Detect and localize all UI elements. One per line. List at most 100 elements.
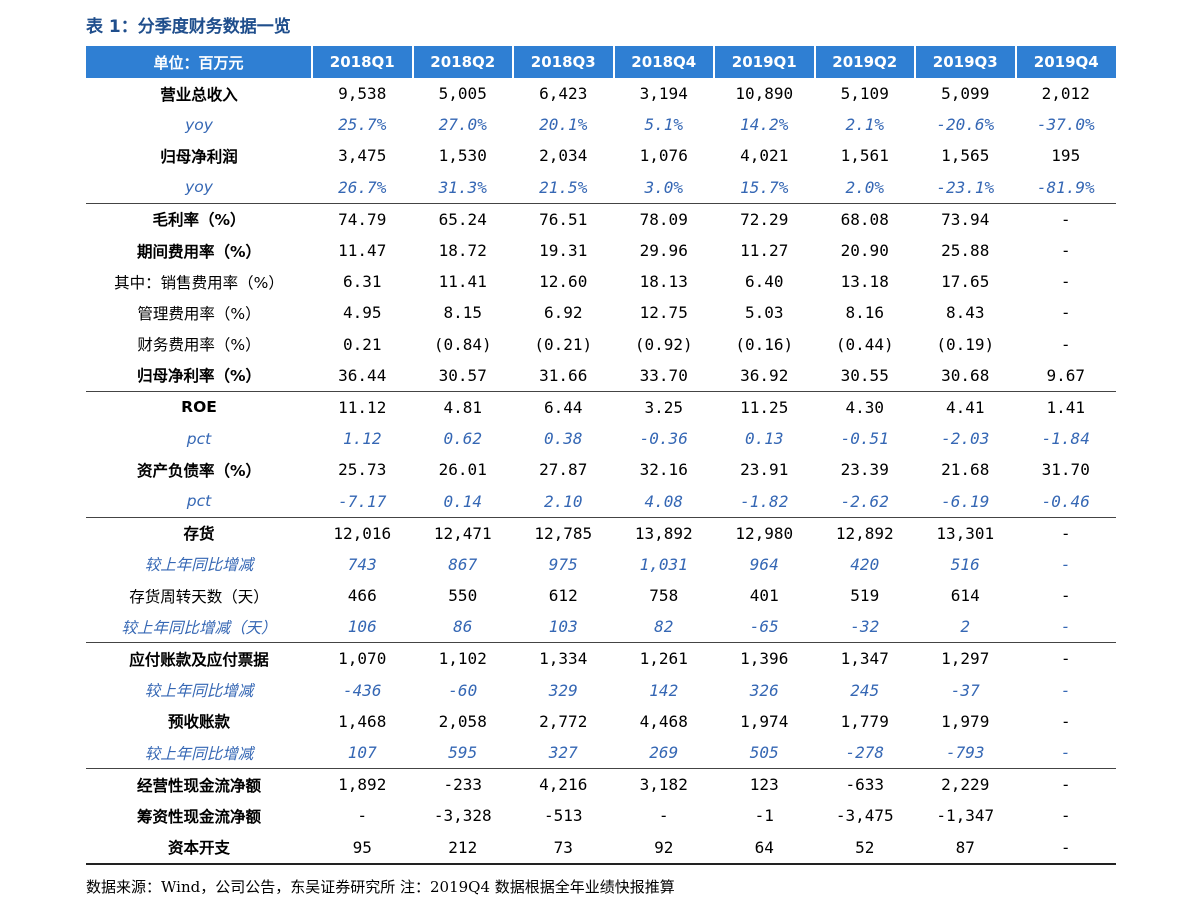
table-cell: 18.72 <box>438 241 487 261</box>
table-cell: 0.62 <box>443 429 483 449</box>
table-cell: - <box>357 806 368 826</box>
table-cell: -436 <box>342 680 382 700</box>
table-row: pct -7.17 0.14 2.10 4.08 -1.82 -2.62 -6.19 -0.46 <box>86 485 1116 517</box>
table-cell: 1,530 <box>438 146 487 166</box>
table-cell: (0.84) <box>433 334 492 354</box>
table-cell: -37.0% <box>1036 115 1095 135</box>
table-cell: 11.47 <box>338 241 387 261</box>
table-cell: 95 <box>312 831 413 865</box>
table-cell: 1,779 <box>840 711 889 731</box>
row-label: 资本开支 <box>86 831 312 865</box>
table-cell: -1.84 <box>1041 429 1090 449</box>
header-unit: 单位：百万元 <box>86 46 313 78</box>
table-cell: (0.19) <box>936 334 995 354</box>
table-cell: -1.82 <box>740 491 789 511</box>
financial-table-container: 单位：百万元 2018Q1 2018Q2 2018Q3 2018Q4 2019Q… <box>86 46 1116 865</box>
table-cell: 420 <box>850 554 880 574</box>
table-cell: 78.09 <box>613 202 714 235</box>
table-cell: 0.38 <box>543 429 583 449</box>
table-cell: -6.19 <box>941 491 990 511</box>
table-cell: 20.1% <box>539 115 588 135</box>
table-cell: 76.51 <box>513 202 614 235</box>
table-cell: 27.0% <box>438 115 487 135</box>
table-cell: 92 <box>613 831 714 865</box>
table-cell: 5,109 <box>840 84 889 104</box>
table-cell: 87 <box>915 831 1016 865</box>
table-row: ROE 11.12 4.81 6.44 3.25 11.25 4.30 4.41 1.41 <box>86 390 1116 424</box>
table-cell: 6.44 <box>513 390 614 424</box>
table-cell: 743 <box>347 554 377 574</box>
table-cell: 0.14 <box>443 491 483 511</box>
table-cell: 4.08 <box>644 491 684 511</box>
row-label: 资产负债率（%） <box>136 461 262 480</box>
table-cell: 1,347 <box>814 642 915 675</box>
table-cell: (0.44) <box>835 334 894 354</box>
table-cell: 1,561 <box>840 146 889 166</box>
table-cell: 52 <box>814 831 915 865</box>
table-cell: 13,301 <box>915 516 1016 549</box>
table-cell: 31.66 <box>539 365 588 385</box>
table-cell: 269 <box>649 743 679 763</box>
table-cell: 6.92 <box>543 303 583 323</box>
table-cell: 5,099 <box>941 84 990 104</box>
table-cell: 4,216 <box>513 768 614 801</box>
row-label: 应付账款及应付票据 <box>86 642 312 675</box>
table-row: 资产负债率（%） 25.73 26.01 27.87 32.16 23.91 23.39 21… <box>86 454 1116 485</box>
table-row: 管理费用率（%） 4.95 8.15 6.92 12.75 5.03 8.16 8.43 - <box>86 297 1116 328</box>
table-row: 应付账款及应付票据 1,070 1,102 1,334 1,261 1,396 1,347 1… <box>86 642 1116 675</box>
table-cell: 107 <box>347 743 377 763</box>
table-cell: 21.5% <box>539 177 588 197</box>
table-cell: 964 <box>749 554 779 574</box>
table-cell: 2,034 <box>539 146 588 166</box>
table-cell: 8.16 <box>845 303 885 323</box>
table-cell: 30.57 <box>438 365 487 385</box>
table-cell: 64 <box>714 831 815 865</box>
table-row: yoy 25.7% 27.0% 20.1% 5.1% 14.2% 2.1% -20.6% -37… <box>86 109 1116 140</box>
table-cell: -32 <box>850 617 880 637</box>
table-cell: 6,423 <box>539 84 588 104</box>
table-cell: 23.39 <box>840 460 889 480</box>
table-cell: 26.01 <box>438 460 487 480</box>
table-cell: 36.92 <box>740 365 789 385</box>
table-cell: 12.75 <box>639 303 688 323</box>
row-label: 预收账款 <box>167 713 230 732</box>
table-row: 其中：销售费用率（%） 6.31 11.41 12.60 18.13 6.40 13.18 1… <box>86 266 1116 297</box>
row-label: 毛利率（%） <box>86 202 312 235</box>
table-cell: 15.7% <box>740 177 789 197</box>
table-cell: 68.08 <box>814 202 915 235</box>
table-row: 筹资性现金流净额 - -3,328 -513 - -1 -3,475 -1,347 - <box>86 800 1116 831</box>
table-cell: 4.95 <box>342 303 382 323</box>
quarterly-financial-table: 单位：百万元 2018Q1 2018Q2 2018Q3 2018Q4 2019Q… <box>86 46 1116 865</box>
table-row: 较上年同比增减（天） 106 86 103 82 -65 -32 2 - <box>86 611 1116 643</box>
table-cell: 195 <box>1051 146 1081 166</box>
table-cell: 2.1% <box>845 115 885 135</box>
table-cell: - <box>1015 768 1116 801</box>
table-row: pct 1.12 0.62 0.38 -0.36 0.13 -0.51 -2.03 -1.84 <box>86 423 1116 454</box>
row-label: pct <box>186 492 212 511</box>
table-cell: 401 <box>749 586 779 606</box>
table-cell: -633 <box>814 768 915 801</box>
table-cell: 1,979 <box>941 711 990 731</box>
table-cell: 82 <box>654 617 674 637</box>
table-cell: 25.7% <box>338 115 387 135</box>
table-cell: 5.1% <box>644 115 684 135</box>
table-row: 归母净利润 3,475 1,530 2,034 1,076 4,021 1,561 1,565… <box>86 140 1116 171</box>
table-row: 归母净利率（%） 36.44 30.57 31.66 33.70 36.92 30.55 30… <box>86 360 1116 392</box>
table-cell: 11.41 <box>438 272 487 292</box>
table-cell: 975 <box>548 554 578 574</box>
table-cell: 466 <box>347 586 377 606</box>
table-cell: 11.12 <box>312 390 413 424</box>
table-cell: 326 <box>749 680 779 700</box>
row-label: pct <box>186 429 212 448</box>
table-cell: 31.3% <box>438 177 487 197</box>
table-cell: 1,261 <box>613 642 714 675</box>
table-cell: - <box>1015 202 1116 235</box>
table-cell: 614 <box>950 586 980 606</box>
table-cell: 3.25 <box>613 390 714 424</box>
table-cell: - <box>658 806 669 826</box>
table-cell: -233 <box>412 768 513 801</box>
table-cell: 73.94 <box>915 202 1016 235</box>
table-row: 财务费用率（%） 0.21 (0.84) (0.21) (0.92) (0.16) (0.4… <box>86 329 1116 360</box>
table-cell: -37 <box>950 680 980 700</box>
table-cell: 30.55 <box>840 365 889 385</box>
